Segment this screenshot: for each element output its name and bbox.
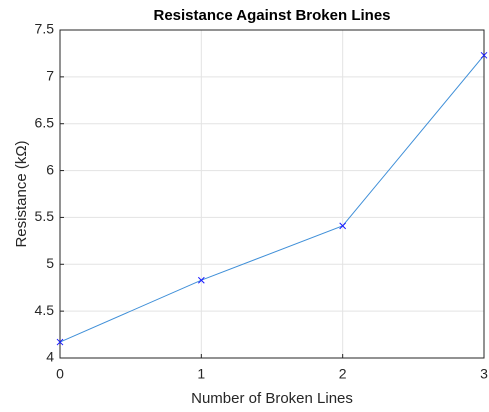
axes-box <box>59 29 485 359</box>
x-axis-label: Number of Broken Lines <box>191 390 353 407</box>
x-tick-label: 1 <box>197 366 205 382</box>
data-line <box>59 54 485 343</box>
x-tick-label: 2 <box>339 366 347 382</box>
y-tick-label: 5 <box>46 255 54 271</box>
data-marker <box>339 222 347 230</box>
y-axis-label: Resistance (kΩ) <box>13 140 30 247</box>
y-tick-label: 4.5 <box>35 302 55 318</box>
y-tick-label: 5.5 <box>35 208 55 224</box>
chart-title: Resistance Against Broken Lines <box>153 7 390 24</box>
data-marker <box>56 338 64 346</box>
y-tick-label: 7 <box>46 68 54 84</box>
x-tick-label: 3 <box>480 366 488 382</box>
y-tick-label: 6.5 <box>35 114 55 130</box>
data-marker <box>197 276 205 284</box>
y-tick-label: 7.5 <box>35 21 55 37</box>
x-tick-label: 0 <box>56 366 64 382</box>
y-tick-label: 6 <box>46 161 54 177</box>
y-tick-label: 4 <box>46 349 54 365</box>
data-marker <box>480 51 488 59</box>
